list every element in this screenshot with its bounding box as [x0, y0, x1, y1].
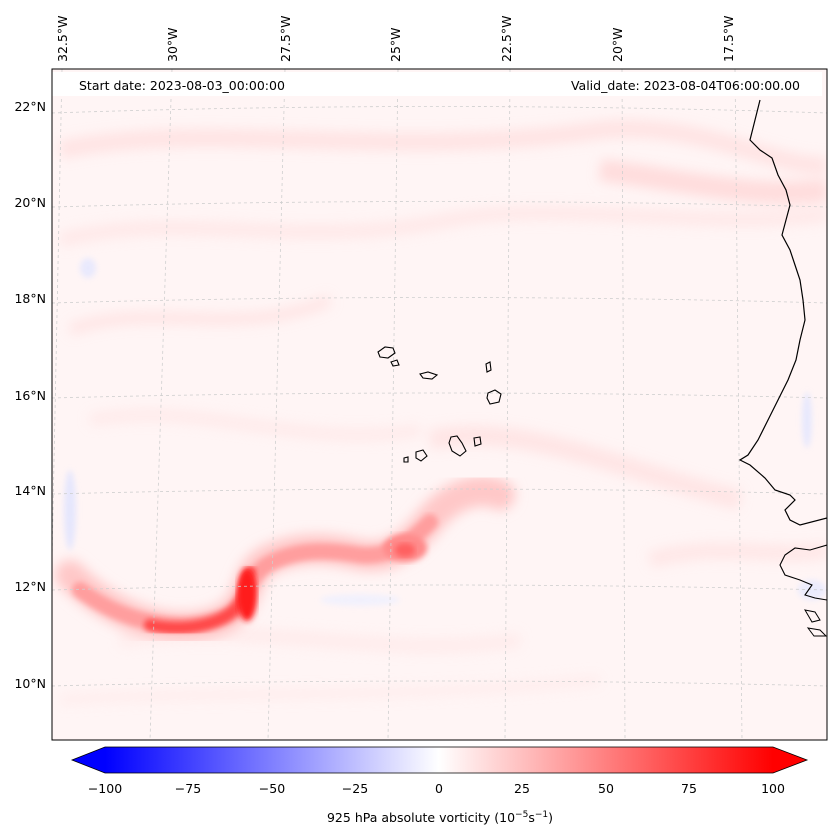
- cape-verde-islands: [377, 346, 502, 463]
- colorbar-label: 925 hPa absolute vorticity (10−5s−1): [327, 810, 553, 825]
- lon-label-20w: 20°W: [610, 27, 625, 62]
- valid-date-label: Valid_date: 2023-08-04T06:00:00.00: [571, 78, 800, 93]
- lat-label-10n: 10°N: [14, 676, 46, 691]
- africa-coastline: [738, 99, 827, 526]
- boa-vista-island: [486, 389, 502, 405]
- senegambia-coastline: [779, 544, 827, 601]
- santiago-island: [448, 435, 467, 457]
- graticule: [52, 69, 827, 740]
- latitude-labels: 22°N 20°N 18°N 16°N 14°N 12°N 10°N: [14, 99, 46, 691]
- lat-label-22n: 22°N: [14, 99, 46, 114]
- cb-tick-100: 100: [761, 781, 785, 796]
- cb-tick-neg50: −50: [259, 781, 285, 796]
- cb-tick-neg100: −100: [88, 781, 122, 796]
- cb-tick-50: 50: [598, 781, 614, 796]
- lon-label-25w: 25°W: [388, 27, 403, 62]
- lat-label-16n: 16°N: [14, 388, 46, 403]
- lat-label-12n: 12°N: [14, 579, 46, 594]
- colorbar-max-extend: [773, 747, 807, 773]
- brava-island: [403, 456, 409, 463]
- maio-island: [473, 436, 482, 447]
- sao-nicolau-island: [419, 371, 439, 380]
- date-header-band: [52, 72, 822, 96]
- sal-island: [485, 361, 492, 373]
- map-frame: [51, 68, 828, 741]
- cb-tick-0: 0: [435, 781, 443, 796]
- colorbar-gradient: [105, 747, 773, 773]
- sao-vicente-island: [390, 359, 400, 367]
- lon-label-32-5w: 32.5°W: [55, 16, 70, 62]
- bissagos-islands: [804, 609, 827, 637]
- lat-label-18n: 18°N: [14, 291, 46, 306]
- start-date-label: Start date: 2023-08-03_00:00:00: [79, 78, 285, 93]
- map-panel: [52, 69, 827, 740]
- cb-tick-25: 25: [514, 781, 530, 796]
- colorbar: −100 −75 −50 −25 0 25 50 75 100 925 hPa …: [70, 746, 809, 825]
- vorticity-streaks: [58, 119, 827, 705]
- vorticity-maximum-band: [55, 476, 515, 642]
- lon-label-17-5w: 17.5°W: [721, 16, 736, 62]
- lon-label-27-5w: 27.5°W: [278, 16, 293, 62]
- lon-label-30w: 30°W: [165, 27, 180, 62]
- lat-label-14n: 14°N: [14, 483, 46, 498]
- fogo-island: [415, 449, 428, 462]
- cb-tick-neg75: −75: [175, 781, 201, 796]
- santo-antao-island: [377, 346, 396, 359]
- lat-label-20n: 20°N: [14, 195, 46, 210]
- longitude-labels: 32.5°W 30°W 27.5°W 25°W 22.5°W 20°W 17.5…: [55, 16, 736, 62]
- colorbar-outline: [70, 746, 809, 774]
- cb-tick-neg25: −25: [342, 781, 368, 796]
- colorbar-min-extend: [72, 747, 105, 773]
- cb-tick-75: 75: [681, 781, 697, 796]
- colorbar-ticks: −100 −75 −50 −25 0 25 50 75 100: [88, 781, 785, 796]
- lon-label-22-5w: 22.5°W: [499, 16, 514, 62]
